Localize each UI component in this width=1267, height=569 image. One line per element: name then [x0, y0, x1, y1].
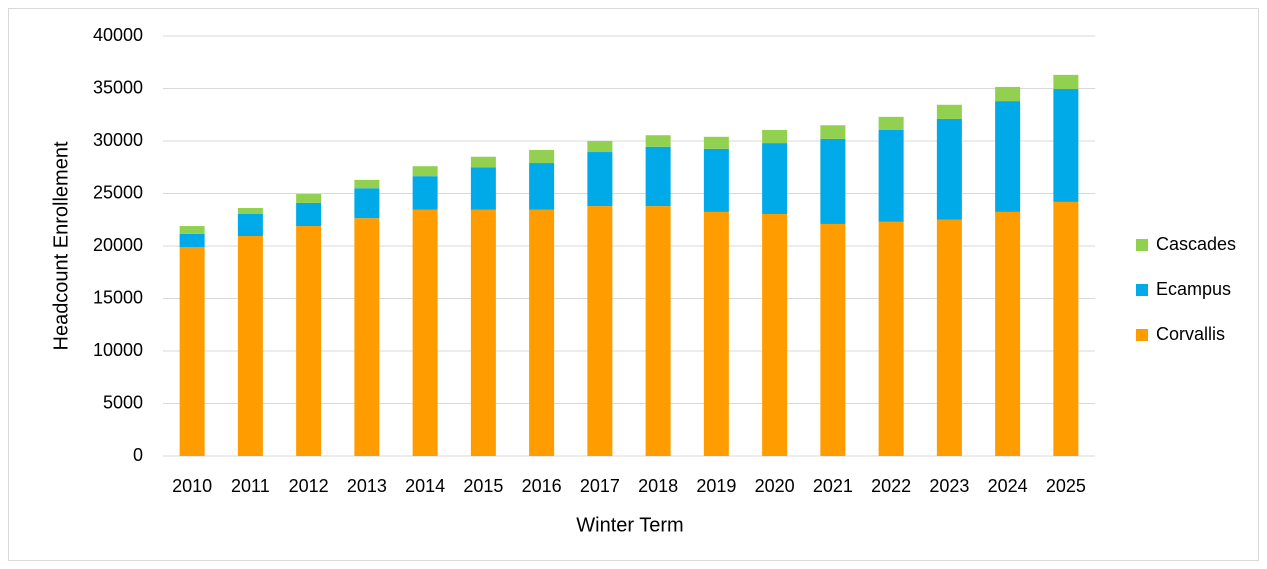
bar-segment: [645, 146, 671, 207]
bar-segment: [529, 149, 555, 164]
y-tick-label: 5000: [103, 392, 143, 412]
legend-swatch: [1136, 284, 1148, 296]
x-tick-label: 2018: [638, 476, 678, 496]
bar-segment: [936, 118, 962, 220]
bar-segment: [470, 209, 496, 456]
bar-segment: [296, 194, 322, 203]
x-tick-label: 2015: [463, 476, 503, 496]
y-tick-label: 15000: [93, 287, 143, 307]
bar-segment: [179, 247, 205, 456]
legend-label: Cascades: [1156, 234, 1236, 254]
chart-border: [8, 8, 1259, 561]
x-tick-label: 2013: [347, 476, 387, 496]
x-tick-label: 2024: [988, 476, 1028, 496]
y-tick-label: 10000: [93, 340, 143, 360]
x-tick-label: 2011: [231, 476, 270, 496]
bar-segment: [412, 176, 438, 210]
bar-segment: [179, 233, 205, 248]
bar-segment: [470, 156, 496, 168]
bar-segment: [820, 223, 846, 456]
bar-segment: [995, 101, 1021, 212]
y-tick-label: 25000: [93, 182, 143, 202]
bar-segment: [703, 211, 729, 456]
x-tick-label: 2017: [580, 476, 620, 496]
bar-segment: [529, 209, 555, 456]
bar-segment: [296, 226, 322, 456]
x-axis-label: Winter Term: [576, 514, 683, 536]
bar-segment: [820, 125, 846, 139]
legend-swatch: [1136, 239, 1148, 251]
bar-segment: [878, 129, 904, 222]
y-tick-label: 30000: [93, 130, 143, 150]
bar-segment: [587, 152, 613, 207]
bar-segment: [995, 211, 1021, 456]
bar-segment: [412, 209, 438, 456]
y-tick-label: 35000: [93, 77, 143, 97]
bar-segment: [703, 136, 729, 149]
x-tick-label: 2016: [522, 476, 562, 496]
x-tick-label: 2012: [289, 476, 329, 496]
bar-segment: [936, 219, 962, 456]
bar-segment: [354, 218, 380, 456]
bar-segment: [354, 179, 380, 189]
y-tick-label: 40000: [93, 25, 143, 45]
legend-label: Corvallis: [1156, 324, 1225, 344]
bar-segment: [1053, 74, 1079, 90]
bar-segment: [878, 116, 904, 130]
bar-segment: [296, 202, 322, 227]
y-axis-label: Headcount Enrollement: [50, 141, 72, 350]
x-tick-label: 2023: [929, 476, 969, 496]
bar-segment: [237, 236, 263, 456]
x-tick-label: 2025: [1046, 476, 1086, 496]
bar-segment: [762, 143, 788, 214]
bar-segment: [762, 129, 788, 144]
x-tick-label: 2022: [871, 476, 911, 496]
x-tick-label: 2019: [696, 476, 736, 496]
bar-segment: [587, 206, 613, 456]
legend-label: Ecampus: [1156, 279, 1231, 299]
bar-segment: [645, 135, 671, 147]
y-tick-label: 20000: [93, 235, 143, 255]
x-tick-label: 2020: [755, 476, 795, 496]
bar-segment: [820, 138, 846, 224]
bar-segment: [354, 188, 380, 219]
bar-segment: [587, 141, 613, 153]
x-tick-label: 2021: [813, 476, 853, 496]
bar-segment: [936, 104, 962, 119]
bar-segment: [878, 221, 904, 456]
bar-segment: [237, 213, 263, 237]
legend-swatch: [1136, 329, 1148, 341]
y-tick-label: 0: [133, 445, 143, 465]
bar-segment: [762, 213, 788, 456]
bar-segment: [237, 207, 263, 214]
bar-segment: [703, 148, 729, 212]
x-tick-label: 2014: [405, 476, 445, 496]
bar-segment: [470, 167, 496, 210]
bar-segment: [1053, 201, 1079, 456]
bar-segment: [412, 166, 438, 177]
bar-segment: [529, 163, 555, 210]
x-tick-label: 2010: [172, 476, 212, 496]
bar-segment: [645, 206, 671, 456]
bar-segment: [995, 86, 1021, 102]
bar-segment: [179, 226, 205, 234]
bar-segment: [1053, 89, 1079, 202]
